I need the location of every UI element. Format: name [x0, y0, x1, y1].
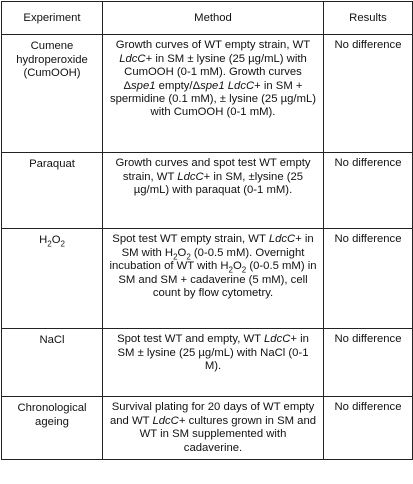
- cell-text: Cumene hydroperoxide (CumOOH): [16, 40, 88, 80]
- cell-text: 2: [228, 265, 233, 275]
- cell-text: O: [51, 234, 61, 247]
- table-row: Paraquat Growth curves and spot test WT e…: [1, 152, 413, 230]
- cell-text: 2: [241, 265, 247, 275]
- table-cell: Cumene hydroperoxide (CumOOH): [1, 34, 103, 154]
- cell-text: NaCl: [39, 334, 65, 347]
- cell-text: LdcC: [227, 79, 255, 92]
- cell-text: 2: [186, 252, 191, 262]
- table-cell: Growth curves of WT empty strain, WT Ldc…: [102, 34, 324, 154]
- cell-text: Growth curves of WT empty strain, WT: [115, 39, 311, 52]
- cell-text: empty/Δ: [155, 79, 201, 92]
- cell-text: Growth curves and spot test WT empty str…: [115, 157, 311, 183]
- cell-text: spe1: [200, 79, 225, 92]
- cell-text: Spot test WT and empty, WT: [117, 333, 264, 346]
- table-cell: No difference: [323, 396, 413, 461]
- cell-text: 2: [60, 239, 65, 249]
- table-cell: No difference: [323, 34, 413, 154]
- cell-text: 2: [173, 252, 178, 262]
- cell-text: Spot test WT empty strain, WT: [112, 233, 269, 246]
- cell-text: O: [232, 260, 242, 273]
- cell-text: + in SM with H: [121, 233, 314, 259]
- cell-text: No difference: [334, 333, 402, 346]
- cell-text: LdcC: [268, 233, 296, 246]
- cell-text: No difference: [334, 39, 402, 52]
- cell-text: No difference: [334, 401, 402, 414]
- table-cell: Spot test WT empty strain, WT LdcC+ in S…: [102, 228, 324, 330]
- cell-text: + in SM ± lysine (25 µg/mL) with CumOOH …: [123, 52, 307, 92]
- table-row: H2O2 Spot test WT empty strain, WT LdcC+ …: [1, 228, 413, 330]
- table-cell: No difference: [323, 152, 413, 230]
- cell-text: No difference: [334, 157, 402, 170]
- table-row: Chronological ageing Survival plating for…: [1, 396, 413, 461]
- cell-text: 2: [47, 239, 52, 249]
- table-row: NaCl Spot test WT and empty, WT LdcC+ in …: [1, 328, 413, 398]
- table-cell: No difference: [323, 228, 413, 330]
- cell-text: + cultures grown in SM and WT in SM supp…: [139, 414, 317, 454]
- cell-text: Chronological ageing: [17, 402, 87, 428]
- table-cell: Survival plating for 20 days of WT empty…: [102, 396, 324, 461]
- cell-text: LdcC: [264, 333, 291, 346]
- table-cell: NaCl: [1, 328, 103, 398]
- table-cell: No difference: [323, 328, 413, 398]
- header-cell: Results: [323, 0, 413, 36]
- cell-text: spe1: [131, 79, 156, 92]
- cell-text: + in SM + spermidine (0.1 mM), ± lysine …: [109, 79, 317, 119]
- cell-text: (0-0.5 mM) in SM and SM + cadaverine (5 …: [118, 260, 317, 300]
- results-table: Experiment Method Results Cumene hydropero…: [1, 0, 413, 461]
- table-cell: Paraquat: [1, 152, 103, 230]
- cell-text: No difference: [334, 233, 402, 246]
- header-cell: Method: [102, 0, 324, 36]
- table-row: Cumene hydroperoxide (CumOOH) Growth curv…: [1, 34, 413, 154]
- cell-text: + in SM ± lysine (25 µg/mL) with NaCl (0…: [117, 333, 309, 373]
- header-cell: Experiment: [1, 0, 103, 36]
- cell-text: H: [39, 234, 48, 247]
- cell-text: LdcC: [119, 52, 146, 65]
- cell-text: LdcC: [152, 414, 179, 427]
- cell-text: Paraquat: [29, 158, 75, 171]
- cell-text: LdcC: [177, 170, 204, 183]
- table-cell: Spot test WT and empty, WT LdcC+ in SM ±…: [102, 328, 324, 398]
- table-cell: H2O2: [1, 228, 103, 330]
- header-row: Experiment Method Results: [1, 0, 413, 36]
- cell-text: Survival plating for 20 days of WT empty…: [109, 401, 315, 427]
- table-cell: Growth curves and spot test WT empty str…: [102, 152, 324, 230]
- cell-text: O: [177, 246, 187, 259]
- table-cell: Chronological ageing: [1, 396, 103, 461]
- cell-text: + in SM, ±lysine (25 µg/mL) with paraqua…: [133, 170, 304, 197]
- cell-text: (0-0.5 mM). Overnight incubation of WT w…: [109, 246, 305, 273]
